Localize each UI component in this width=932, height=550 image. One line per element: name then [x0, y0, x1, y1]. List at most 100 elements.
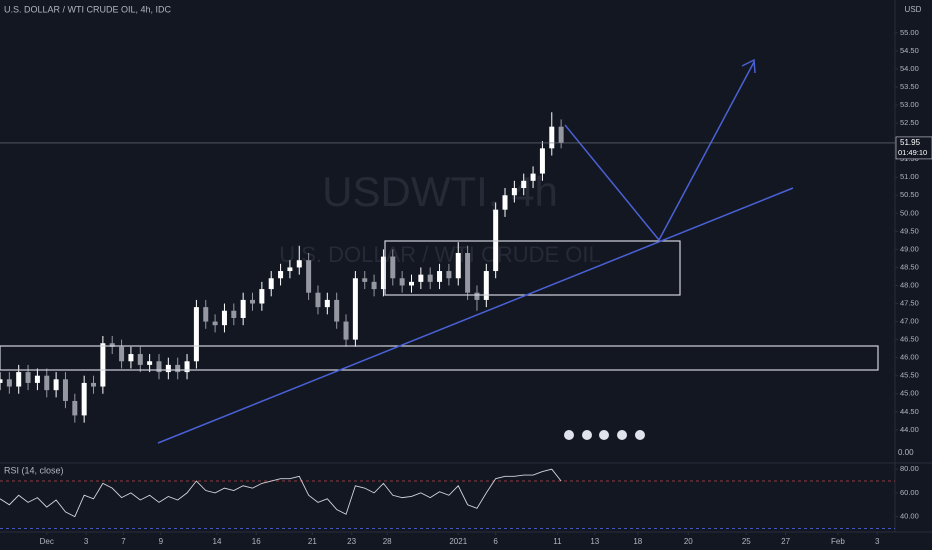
candle-body [221, 310, 227, 326]
candle-body [91, 382, 97, 387]
y-tick-label: 48.00 [900, 280, 919, 289]
x-tick-label: 23 [347, 537, 356, 546]
y-tick-label: 52.50 [900, 118, 919, 127]
x-tick-label: 16 [252, 537, 261, 546]
y-tick-label: 47.00 [900, 317, 919, 326]
x-tick-label: 3 [84, 537, 89, 546]
candle-body [539, 148, 545, 174]
candle-body [306, 260, 312, 293]
candle-body [147, 361, 153, 365]
candle-body [72, 400, 78, 416]
y-tick-label: 48.50 [900, 262, 919, 271]
y-tick-label: 46.50 [900, 335, 919, 344]
candle-body [81, 382, 87, 416]
x-tick-label: 7 [121, 537, 126, 546]
zone-box [0, 345, 879, 371]
candle-body [165, 364, 171, 373]
candle-body [16, 372, 22, 387]
rsi-tick-label: 80.00 [900, 464, 919, 473]
candle-body [455, 252, 461, 279]
candle-body [231, 310, 237, 318]
candle-body [268, 278, 274, 290]
rsi-tick-label: 40.00 [900, 512, 919, 521]
candle-body [240, 299, 246, 318]
candle-body [324, 299, 330, 308]
candle-body [493, 209, 499, 272]
rsi-tick-label: 60.00 [900, 488, 919, 497]
y-tick-label: 44.00 [900, 425, 919, 434]
candle-body [250, 299, 256, 304]
watermark: USDWTI, 4h [322, 168, 558, 215]
volume-axis-label: 0.00 [898, 448, 914, 457]
watermark-subtitle: U.S. DOLLAR / WTI CRUDE OIL [279, 242, 601, 267]
candle-body [25, 372, 31, 383]
candle-body [530, 173, 536, 181]
candle-body [558, 126, 564, 143]
candle-body [34, 375, 40, 383]
candle-body [44, 375, 50, 391]
event-icons [564, 430, 645, 440]
candle-body [418, 274, 424, 282]
rsi-title: RSI (14, close) [4, 465, 64, 475]
y-tick-label: 55.00 [900, 28, 919, 37]
candle-body [259, 289, 265, 304]
arrow-head [741, 58, 756, 74]
candle-body [483, 271, 489, 300]
candle-body [474, 292, 480, 300]
rsi-line [0, 468, 562, 518]
y-tick-label: 54.50 [900, 46, 919, 55]
plot-area [0, 112, 564, 423]
candle-body [521, 180, 527, 189]
y-tick-label: 45.50 [900, 371, 919, 380]
candle-body [362, 278, 368, 282]
candle-body [128, 354, 134, 362]
y-tick-label: 47.50 [900, 299, 919, 308]
projection-arrow [564, 61, 755, 242]
x-tick-label: 21 [308, 537, 317, 546]
x-tick-label: 6 [493, 537, 498, 546]
candle-body [343, 321, 349, 340]
x-tick-label: 18 [633, 537, 642, 546]
x-tick-label: 14 [213, 537, 222, 546]
candle-body [0, 379, 3, 383]
candle-body [137, 354, 143, 365]
last-price-tag [895, 136, 932, 160]
candle-body [380, 256, 386, 290]
candle-body [352, 278, 358, 340]
x-tick-label: 20 [684, 537, 693, 546]
x-tick-label: 2021 [449, 537, 467, 546]
x-tick-label: Feb [831, 537, 845, 546]
candle-body [156, 361, 162, 373]
y-tick-label: 53.50 [900, 82, 919, 91]
x-tick-label: 25 [742, 537, 751, 546]
currency-label: USD [905, 5, 922, 14]
x-tick-label: 27 [781, 537, 790, 546]
zone-box [384, 240, 681, 296]
y-tick-label: 49.50 [900, 226, 919, 235]
candle-body [109, 343, 115, 347]
y-tick-label: 50.00 [900, 208, 919, 217]
x-tick-label: 28 [383, 537, 392, 546]
chart-title: U.S. DOLLAR / WTI CRUDE OIL, 4h, IDC [4, 4, 172, 14]
candle-body [511, 188, 517, 196]
trend-line [157, 187, 794, 444]
candle-body [100, 343, 106, 387]
candle-body [296, 260, 302, 268]
y-tick-label: 46.00 [900, 353, 919, 362]
candle-body [502, 195, 508, 210]
x-tick-label: 13 [590, 537, 599, 546]
candle-body [437, 271, 443, 282]
countdown-label: 01:49:10 [898, 148, 927, 157]
y-tick-label: 53.00 [900, 100, 919, 109]
candle-body [334, 299, 340, 322]
candle-body [549, 126, 555, 149]
candle-body [427, 274, 433, 282]
x-tick-label: Dec [40, 537, 54, 546]
candle-body [399, 278, 405, 286]
last-price-label: 51.95 [900, 138, 921, 147]
candle-body [203, 307, 209, 322]
y-tick-label: 49.00 [900, 244, 919, 253]
y-tick-label: 45.00 [900, 389, 919, 398]
candle-body [446, 271, 452, 279]
